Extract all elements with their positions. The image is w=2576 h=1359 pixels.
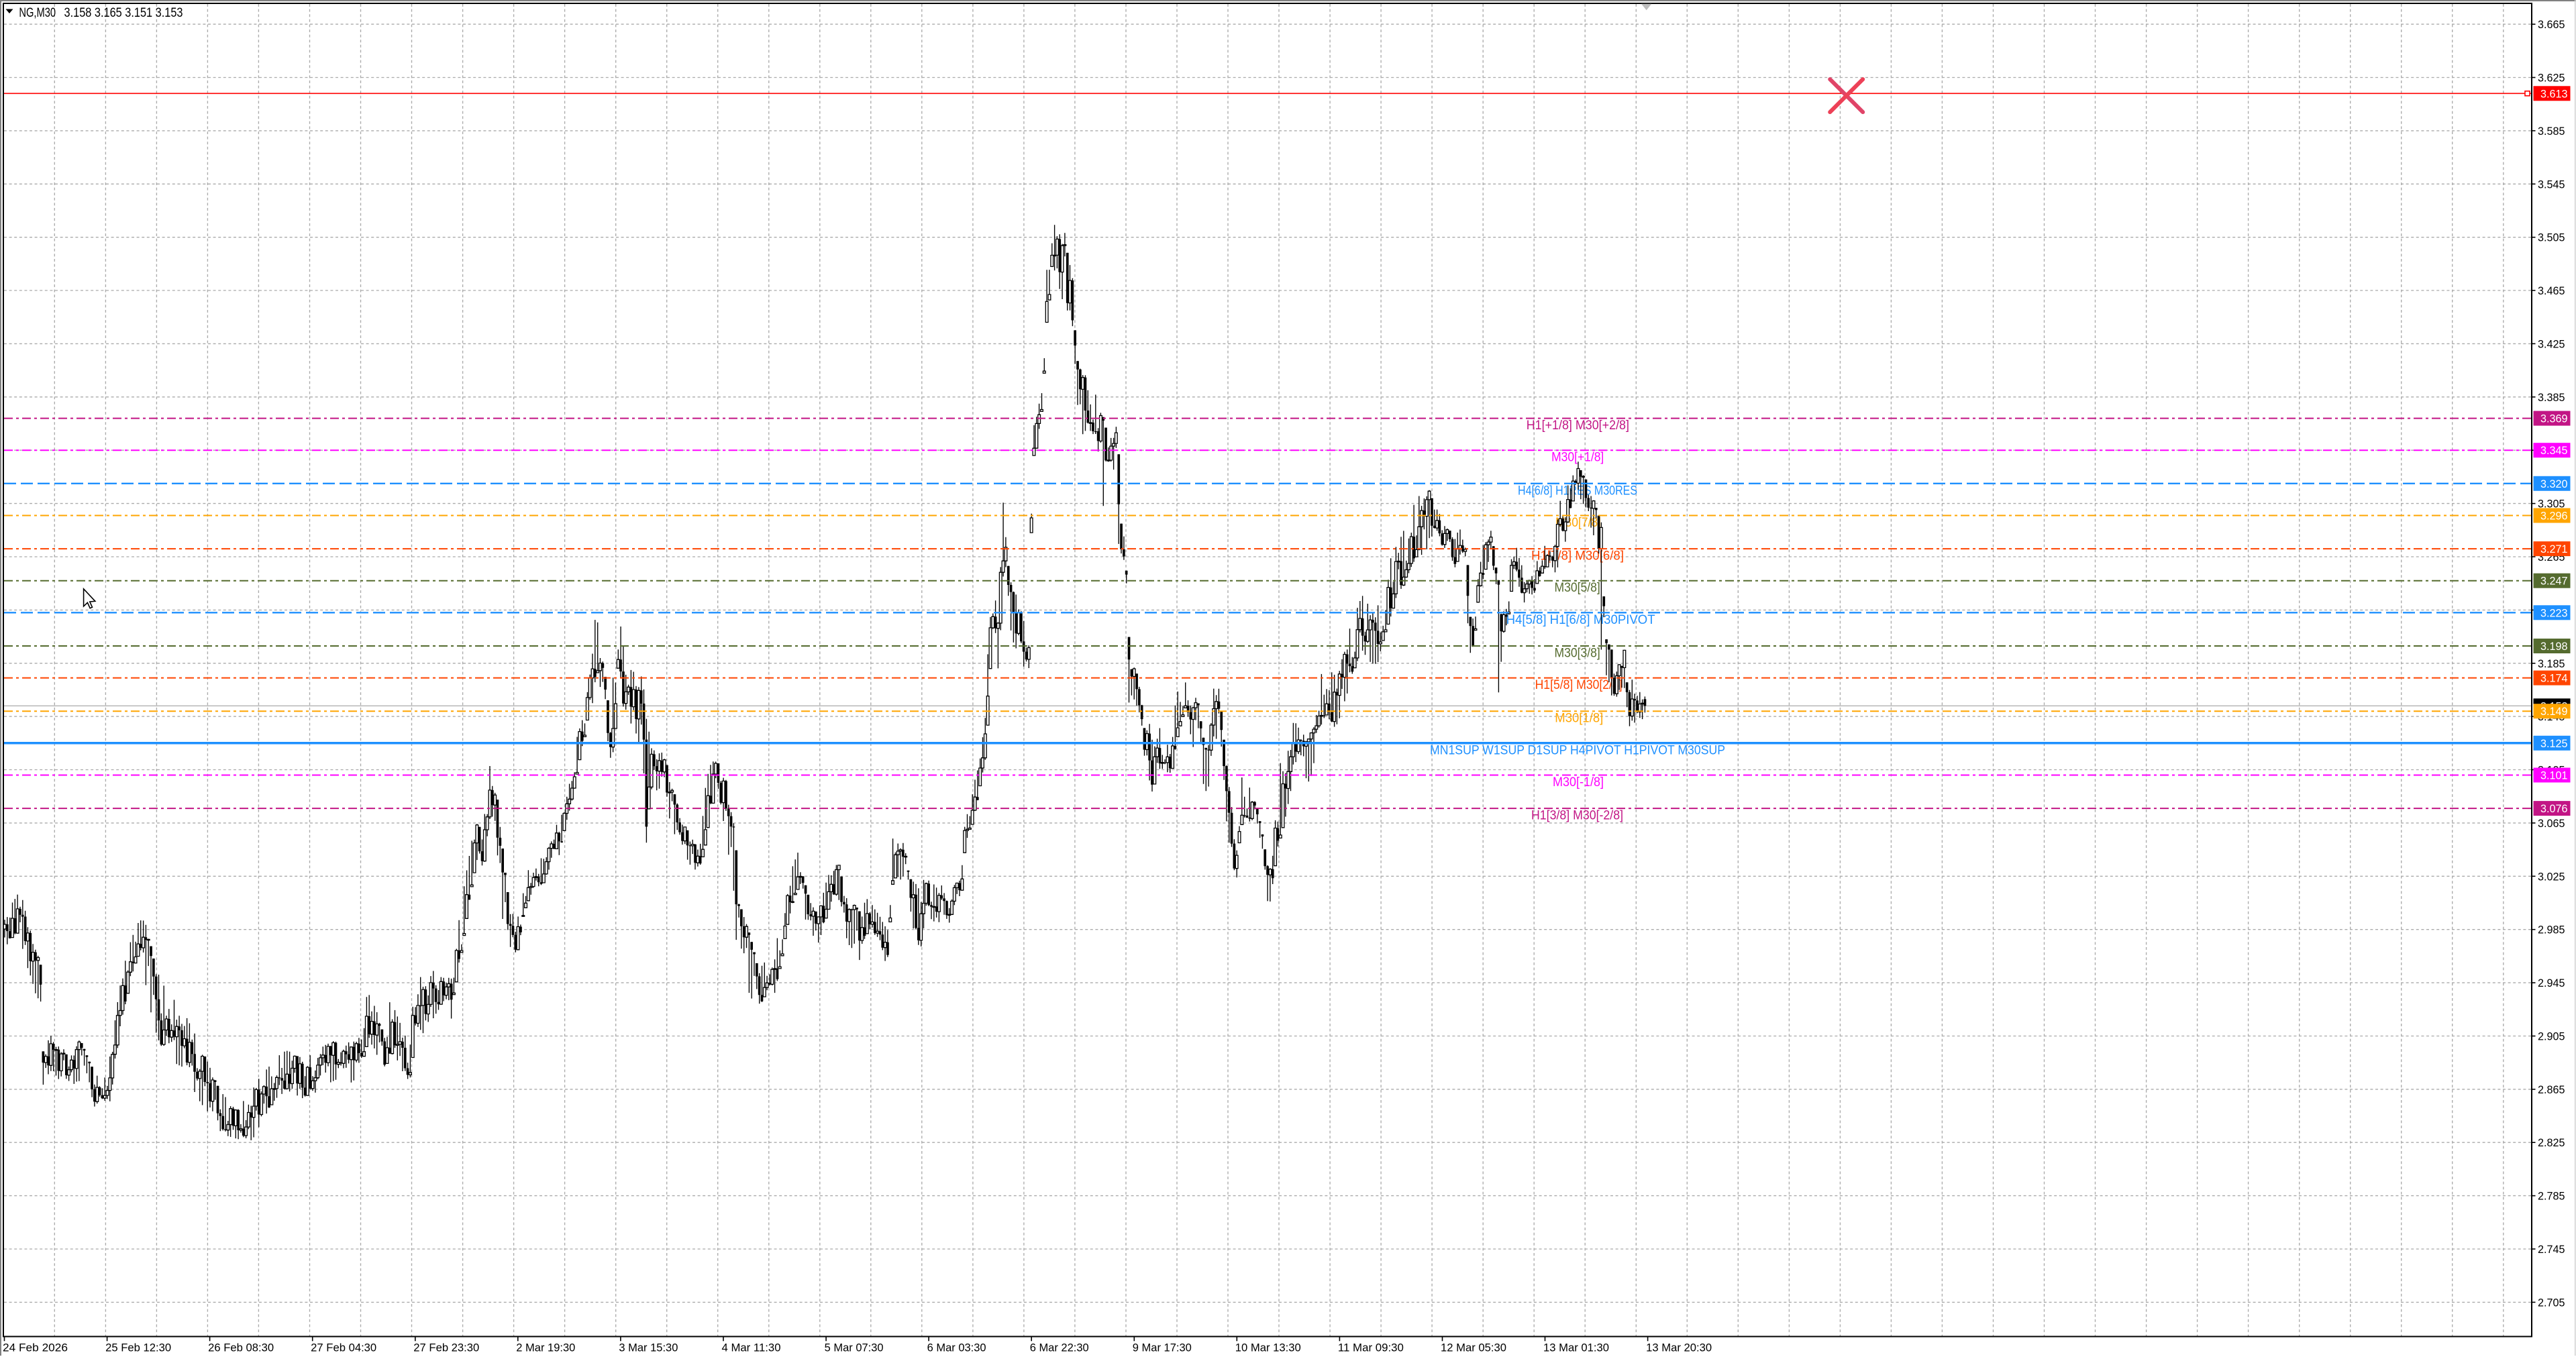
svg-text:H4[5/8] H1[6/8] M30PIVOT: H4[5/8] H1[6/8] M30PIVOT [1506,613,1655,627]
svg-text:M30[-1/8]: M30[-1/8] [1553,775,1604,790]
svg-text:3.305: 3.305 [2538,498,2565,510]
svg-text:9 Mar 17:30: 9 Mar 17:30 [1133,1342,1192,1354]
svg-text:13 Mar 01:30: 13 Mar 01:30 [1543,1342,1609,1354]
svg-text:3.065: 3.065 [2538,818,2565,830]
svg-text:M30[+1/8]: M30[+1/8] [1551,451,1604,465]
svg-text:3.101: 3.101 [2540,770,2568,782]
svg-text:2.705: 2.705 [2538,1297,2565,1309]
svg-text:12 Mar 05:30: 12 Mar 05:30 [1441,1342,1506,1354]
svg-text:5 Mar 07:30: 5 Mar 07:30 [825,1342,884,1354]
svg-text:M30[5/8]: M30[5/8] [1555,581,1600,595]
svg-text:3.198: 3.198 [2540,641,2568,653]
svg-text:3.385: 3.385 [2538,392,2565,404]
svg-text:3.585: 3.585 [2538,125,2565,138]
svg-text:3.149: 3.149 [2540,706,2568,718]
svg-text:3.271: 3.271 [2540,543,2568,555]
svg-text:3.320: 3.320 [2540,478,2568,490]
svg-text:27 Feb 04:30: 27 Feb 04:30 [311,1342,376,1354]
svg-text:26 Feb 08:30: 26 Feb 08:30 [208,1342,274,1354]
svg-text:2 Mar 19:30: 2 Mar 19:30 [516,1342,575,1354]
svg-text:27 Feb 23:30: 27 Feb 23:30 [413,1342,479,1354]
svg-text:H1[+1/8] M30[+2/8]: H1[+1/8] M30[+2/8] [1527,419,1629,433]
svg-text:3 Mar 15:30: 3 Mar 15:30 [619,1342,678,1354]
svg-text:3.545: 3.545 [2538,178,2565,191]
svg-text:2.985: 2.985 [2538,924,2565,936]
svg-text:2.745: 2.745 [2538,1244,2565,1256]
svg-text:2.945: 2.945 [2538,977,2565,989]
svg-text:3.425: 3.425 [2538,338,2565,350]
svg-text:3.665: 3.665 [2538,19,2565,31]
svg-text:3.369: 3.369 [2540,413,2568,425]
svg-text:6 Mar 22:30: 6 Mar 22:30 [1030,1342,1089,1354]
svg-text:24 Feb 2026: 24 Feb 2026 [3,1342,68,1354]
svg-text:NG,M30: NG,M30 [19,6,56,20]
svg-text:3.505: 3.505 [2538,232,2565,244]
svg-text:11 Mar 09:30: 11 Mar 09:30 [1338,1342,1404,1354]
svg-text:3.296: 3.296 [2540,510,2568,523]
svg-text:3.125: 3.125 [2540,738,2568,750]
svg-text:MN1SUP W1SUP D1SUP H4PIVOT H1P: MN1SUP W1SUP D1SUP H4PIVOT H1PIVOT M30SU… [1430,743,1725,757]
svg-text:H4[6/8] H1RES M30RES: H4[6/8] H1RES M30RES [1518,484,1637,498]
svg-text:3.247: 3.247 [2540,576,2568,588]
svg-text:M30[3/8]: M30[3/8] [1555,647,1600,661]
svg-text:3.625: 3.625 [2538,72,2565,85]
svg-text:3.025: 3.025 [2538,871,2565,883]
svg-text:13 Mar 20:30: 13 Mar 20:30 [1646,1342,1712,1354]
svg-text:H1[5/8] M30[2/8]: H1[5/8] M30[2/8] [1535,678,1622,692]
svg-text:H1[3/8] M30[-2/8]: H1[3/8] M30[-2/8] [1531,809,1623,823]
svg-text:3.158 3.165 3.151 3.153: 3.158 3.165 3.151 3.153 [64,6,183,20]
svg-text:3.465: 3.465 [2538,285,2565,297]
svg-text:2.825: 2.825 [2538,1137,2565,1149]
svg-text:3.223: 3.223 [2540,607,2568,619]
svg-text:10 Mar 13:30: 10 Mar 13:30 [1235,1342,1301,1354]
svg-text:3.613: 3.613 [2540,88,2568,100]
svg-text:3.076: 3.076 [2540,803,2568,815]
svg-text:3.174: 3.174 [2540,673,2568,685]
svg-text:25 Feb 12:30: 25 Feb 12:30 [105,1342,171,1354]
svg-text:3.345: 3.345 [2540,445,2568,457]
svg-text:2.865: 2.865 [2538,1084,2565,1096]
svg-text:2.785: 2.785 [2538,1191,2565,1203]
svg-text:4 Mar 11:30: 4 Mar 11:30 [722,1342,781,1354]
svg-text:M30[1/8]: M30[1/8] [1555,712,1603,726]
svg-text:6 Mar 03:30: 6 Mar 03:30 [927,1342,986,1354]
svg-text:2.905: 2.905 [2538,1031,2565,1043]
svg-text:3.185: 3.185 [2538,658,2565,670]
